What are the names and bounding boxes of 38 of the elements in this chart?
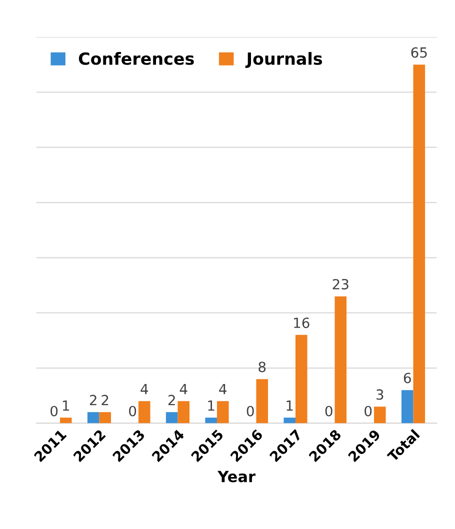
data-label: 2 — [90, 394, 96, 406]
data-label: 4 — [180, 384, 188, 394]
data-label: 8 — [258, 362, 266, 372]
data-label: 1 — [208, 400, 214, 411]
bar — [60, 418, 72, 424]
data-label: 23 — [332, 278, 348, 290]
data-label: 2 — [102, 394, 108, 406]
bar — [178, 401, 190, 424]
bar — [166, 412, 178, 424]
bar — [256, 379, 268, 424]
data-label: 0 — [50, 406, 58, 416]
data-label: 16 — [294, 318, 310, 328]
legend-label: Journals — [245, 52, 322, 68]
bar — [374, 406, 386, 424]
data-label: 65 — [411, 47, 427, 58]
bar — [334, 296, 347, 424]
data-label: 0 — [364, 406, 372, 416]
x-axis-title: Year — [218, 470, 256, 482]
bar — [284, 418, 296, 424]
bar — [401, 390, 414, 424]
bar — [295, 334, 308, 424]
data-label: 1 — [286, 400, 293, 411]
data-label: 4 — [219, 384, 226, 394]
bar — [138, 401, 150, 424]
data-label: 2 — [168, 394, 175, 406]
data-label: 6 — [404, 372, 411, 384]
bar — [87, 412, 100, 424]
data-label: 0 — [246, 406, 254, 416]
bar — [205, 418, 217, 424]
data-label: 4 — [140, 384, 148, 394]
bar — [99, 412, 111, 424]
bar — [216, 401, 229, 424]
data-label: 1 — [62, 400, 69, 411]
legend-label: Conferences — [78, 52, 194, 65]
data-label: 0 — [325, 406, 332, 416]
bar — [413, 64, 426, 424]
data-label: 0 — [129, 406, 136, 416]
data-label: 3 — [376, 389, 384, 400]
